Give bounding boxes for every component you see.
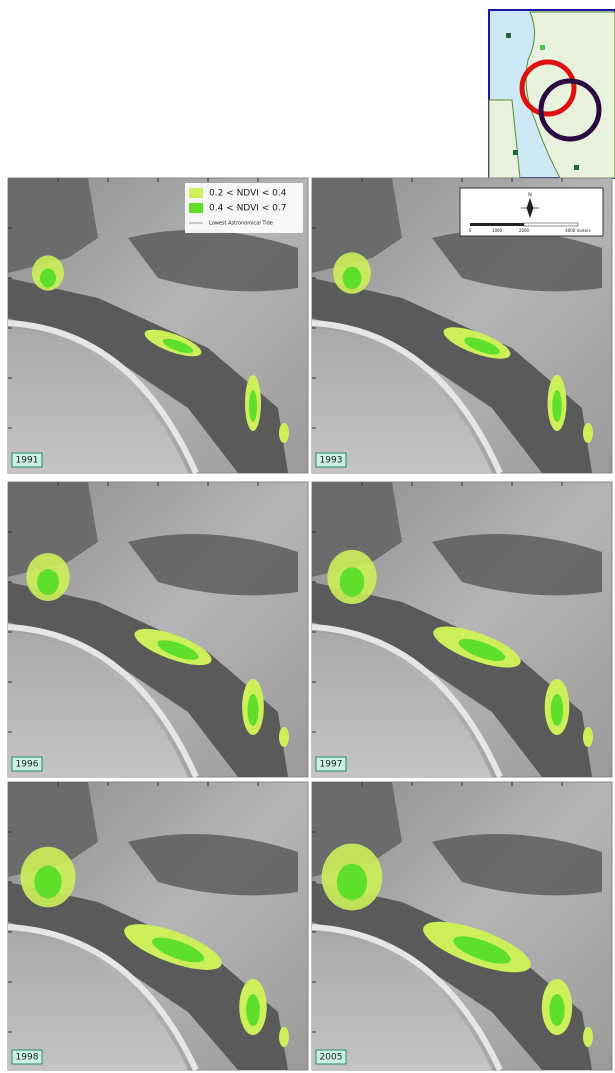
vegetation [37, 569, 59, 595]
legend-swatch [189, 203, 203, 213]
legend: 0.2 < NDVI < 0.4 0.4 < NDVI < 0.7 Lowest A… [185, 183, 303, 233]
vegetation [583, 727, 593, 747]
year-label: 2005 [320, 1053, 343, 1063]
locator-map [489, 10, 615, 178]
locator-point [506, 33, 511, 38]
year-label: 1993 [320, 456, 343, 466]
legend-swatch [189, 188, 203, 198]
legend-label: 0.2 < NDVI < 0.4 [209, 189, 287, 199]
scale-label: 4000 meters [565, 228, 591, 233]
vegetation [248, 694, 259, 726]
vegetation [343, 267, 362, 290]
locator-point [540, 45, 545, 50]
page: 1991 1993 1996 1997 1998 2005 0.2 < NDVI < 0.4… [0, 0, 615, 1073]
year-label: 1998 [16, 1053, 39, 1063]
scale-label: 2000 [519, 228, 530, 233]
scale-label: 1000 [492, 228, 503, 233]
vegetation [549, 994, 564, 1026]
map-panel: 1996 [8, 482, 308, 777]
legend-label: Lowest Astronomical Tide [209, 221, 273, 227]
scale-segment [470, 223, 524, 226]
vegetation [249, 390, 257, 422]
scale-label: 0 [469, 228, 472, 233]
vegetation [337, 864, 367, 900]
vegetation [583, 423, 593, 443]
year-label: 1996 [16, 760, 39, 770]
year-label: 1991 [16, 456, 39, 466]
locator-point [513, 150, 518, 155]
north-label: N [528, 193, 532, 199]
scale-bar: N 0 1000 2000 4000 meters [460, 188, 603, 236]
vegetation [583, 1027, 593, 1047]
vegetation [40, 268, 56, 287]
map-panel: 1997 [312, 482, 612, 777]
panels: 1991 1993 1996 1997 1998 2005 0.2 < NDVI < 0.4… [8, 178, 612, 1070]
vegetation [279, 727, 289, 747]
vegetation [246, 994, 260, 1026]
vegetation [552, 390, 561, 422]
figure: 1991 1993 1996 1997 1998 2005 0.2 < NDVI < 0.4… [0, 0, 615, 1073]
map-panel: 1998 [8, 782, 308, 1070]
vegetation [340, 567, 365, 597]
vegetation [551, 694, 563, 726]
year-label: 1997 [320, 760, 343, 770]
legend-label: 0.4 < NDVI < 0.7 [209, 204, 286, 214]
vegetation [279, 1027, 289, 1047]
scale-segment [524, 223, 578, 226]
vegetation [34, 865, 62, 898]
locator-point [574, 165, 579, 170]
map-panel: 2005 [312, 782, 612, 1070]
vegetation [279, 423, 289, 443]
